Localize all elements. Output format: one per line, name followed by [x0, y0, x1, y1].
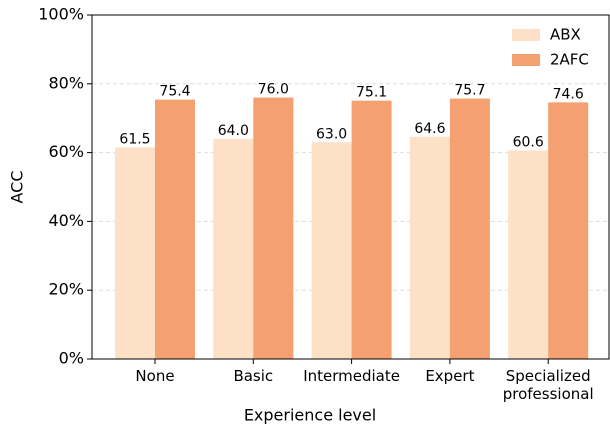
bar — [351, 100, 392, 359]
legend-label: ABX — [550, 26, 581, 44]
y-tick-label: 80% — [48, 73, 84, 92]
y-tick-label: 0% — [59, 349, 84, 368]
bar — [213, 138, 254, 359]
data-label: 75.1 — [356, 85, 387, 101]
bar — [115, 147, 155, 359]
legend-swatch — [512, 54, 540, 66]
x-tick-label: None — [135, 367, 175, 385]
x-tick-label: Basic — [233, 367, 274, 385]
data-label: 76.0 — [258, 82, 289, 98]
bar — [253, 97, 294, 359]
y-axis-label: ACC — [8, 170, 27, 203]
y-tick-label: 100% — [38, 5, 84, 24]
data-label: 74.6 — [553, 86, 584, 102]
bar — [449, 98, 490, 359]
bar — [155, 99, 195, 360]
bar — [409, 136, 450, 359]
y-tick-label: 20% — [48, 280, 84, 299]
bar — [508, 150, 549, 359]
data-label: 75.7 — [454, 83, 485, 99]
data-label: 60.6 — [513, 135, 544, 151]
legend-swatch — [512, 29, 540, 41]
data-label: 64.6 — [414, 121, 445, 137]
x-axis-label: Experience level — [244, 406, 376, 425]
data-label: 63.0 — [316, 126, 347, 142]
x-tick-label: Intermediate — [303, 367, 400, 385]
x-tick-label: Specialized professional — [502, 367, 594, 403]
data-label: 75.4 — [159, 84, 190, 100]
y-tick-label: 60% — [48, 142, 84, 161]
plot-frame — [91, 14, 610, 360]
data-label: 64.0 — [218, 123, 249, 139]
legend-label: 2AFC — [550, 51, 589, 69]
data-label: 61.5 — [119, 131, 150, 147]
bar — [548, 102, 589, 359]
y-tick-label: 40% — [48, 211, 84, 230]
x-tick-label: Expert — [425, 367, 475, 385]
bar — [311, 142, 352, 359]
